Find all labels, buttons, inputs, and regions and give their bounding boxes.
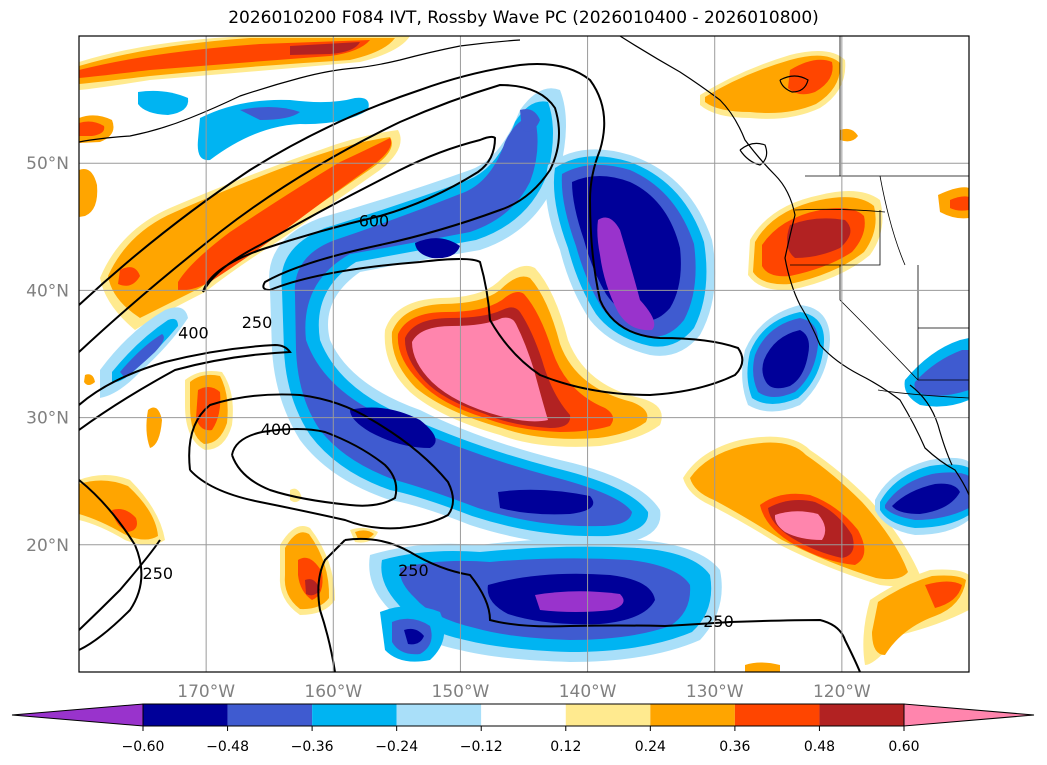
colorbar-frame: [142, 703, 905, 727]
negative-anomaly-aleutian: [138, 90, 369, 161]
ivt-contour-250-east: [79, 539, 161, 631]
positive-anomaly-aleutian: [79, 36, 410, 143]
colorbar-segment-0: [143, 704, 228, 726]
border-wa-or: [794, 208, 886, 213]
coastline-islands: [739, 75, 809, 166]
lon-label-5: 120°W: [813, 682, 871, 702]
colorbar-tick-label-8: 0.48: [804, 739, 835, 755]
colorbar-extend-high: [903, 703, 1035, 727]
lat-label-2: 30°N: [26, 409, 69, 429]
colorbar-tick-label-4: −0.12: [460, 739, 503, 755]
colorbar: −0.60 −0.48 −0.36 −0.24 −0.12 0.12 0.24 0.36 0.4…: [11, 703, 1035, 755]
ivt-contour-250-west: [188, 393, 454, 530]
ivt-contour-250-south: [344, 537, 861, 672]
map-title: 2026010200 F084 IVT, Rossby Wave PC (202…: [228, 8, 819, 28]
gridlines: [79, 36, 969, 672]
state-borders: [790, 36, 969, 399]
contour-label-6: 250: [703, 612, 734, 631]
colorbar-tick-label-9: 0.60: [888, 739, 919, 755]
colorbar-segment-2: [312, 704, 397, 726]
latitude-tick-labels: 50°N 40°N 30°N 20°N: [26, 154, 69, 556]
positive-anomaly-central: [384, 265, 662, 447]
border-az: [917, 265, 969, 381]
colorbar-segment-8: [819, 704, 904, 726]
plot-frame: [78, 35, 970, 673]
ivt-contour-400-west: [231, 428, 398, 507]
negative-anomaly-south: [369, 538, 722, 662]
ivt-contour-250-southwest: [79, 479, 143, 651]
colorbar-extend-low: [11, 703, 144, 727]
contour-label-5: 250: [398, 561, 429, 580]
plot-area: 600 400 250 400 250 250 250: [79, 36, 969, 672]
longitude-tick-labels: 170°W 160°W 150°W 140°W 130°W 120°W: [177, 682, 871, 702]
positive-anomaly-southwest: [79, 371, 378, 615]
colorbar-tick-label-7: 0.36: [719, 739, 750, 755]
colorbar-tick-label-2: −0.36: [291, 739, 334, 755]
ivt-contour-400-north: [79, 63, 744, 397]
lat-label-3: 20°N: [26, 536, 69, 556]
lon-label-4: 130°W: [686, 682, 744, 702]
border-mexico: [877, 389, 969, 399]
lon-label-1: 160°W: [304, 682, 362, 702]
ivt-contours: [79, 63, 861, 672]
contour-label-3: 400: [261, 420, 292, 439]
negative-anomaly-baja: [875, 338, 969, 535]
lon-label-3: 140°W: [559, 682, 617, 702]
colorbar-tick-label-0: −0.60: [122, 739, 165, 755]
contour-label-0: 600: [359, 211, 390, 230]
colorbar-segment-5: [565, 704, 651, 726]
contour-labels: 600 400 250 400 250 250 250: [143, 211, 734, 631]
colorbar-segment-6: [650, 704, 735, 726]
coastlines: [79, 36, 969, 496]
lon-label-2: 150°W: [432, 682, 490, 702]
lat-label-1: 40°N: [26, 281, 69, 301]
colorbar-segment-4: [481, 704, 566, 726]
lat-label-0: 50°N: [26, 154, 69, 174]
contour-label-2: 250: [242, 313, 273, 332]
lon-label-0: 170°W: [177, 682, 235, 702]
positive-anomaly-bc-coast: [700, 51, 846, 119]
negative-anomaly-california-offshore: [742, 305, 830, 412]
border-or-ca: [790, 210, 881, 266]
border-id: [879, 175, 906, 266]
colorbar-tick-label-5: 0.12: [550, 739, 581, 755]
colorbar-tick-label-3: −0.24: [375, 739, 418, 755]
coastline-north-america: [619, 36, 969, 496]
negative-anomaly-northeast: [545, 149, 716, 356]
contour-label-4: 250: [143, 564, 174, 583]
coastline-alaska: [79, 39, 521, 143]
negative-anomaly-ar-south: [100, 307, 188, 398]
ivt-contour-250-south-branch: [317, 539, 346, 672]
border-nv: [839, 265, 919, 381]
ivt-contour-600: [202, 135, 497, 293]
contour-label-1: 400: [178, 323, 209, 342]
positive-anomaly-atmospheric-river: [79, 130, 401, 330]
colorbar-segment-1: [227, 704, 313, 726]
ivt-contour-250-outer: [79, 343, 292, 431]
positive-anomaly-oregon: [748, 128, 969, 291]
colorbar-segment-3: [396, 704, 482, 726]
colorbar-tick-label-6: 0.24: [635, 739, 666, 755]
colorbar-segment-7: [734, 704, 820, 726]
colorbar-tick-label-1: −0.48: [206, 739, 249, 755]
